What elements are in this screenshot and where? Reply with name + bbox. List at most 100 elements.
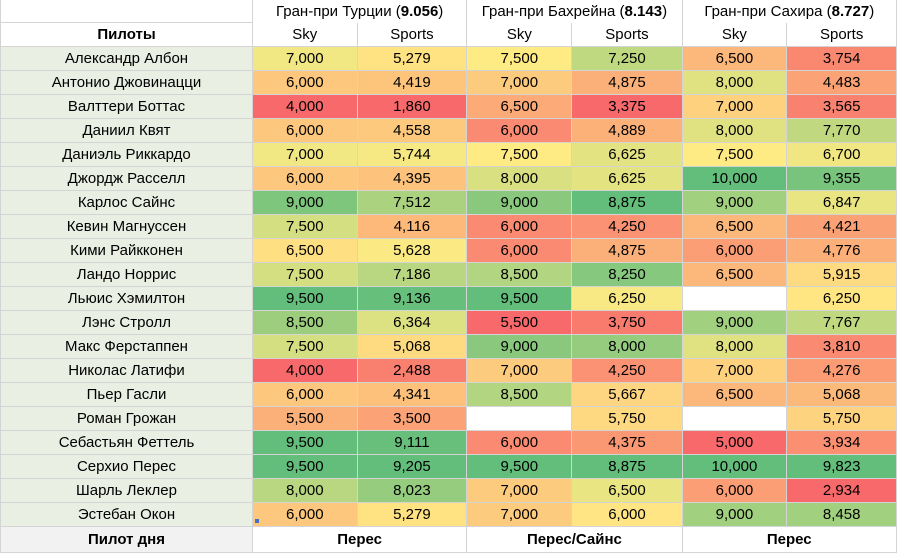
sports-rating-cell[interactable]: 4,875 bbox=[571, 70, 683, 95]
sports-rating-cell[interactable]: 3,500 bbox=[356, 406, 468, 431]
sky-rating-cell[interactable]: 9,000 bbox=[466, 190, 573, 215]
sports-rating-cell[interactable]: 3,750 bbox=[571, 310, 683, 335]
sky-rating-cell[interactable] bbox=[681, 286, 788, 311]
pilot-name-cell[interactable]: Роман Грожан bbox=[0, 406, 253, 431]
sports-rating-cell[interactable]: 6,625 bbox=[571, 166, 683, 191]
sky-rating-cell[interactable]: 7,000 bbox=[252, 46, 358, 71]
sky-rating-cell[interactable]: 7,500 bbox=[252, 262, 358, 287]
pilot-name-cell[interactable]: Джордж Расселл bbox=[0, 166, 253, 191]
sports-rating-cell[interactable]: 4,889 bbox=[571, 118, 683, 143]
sports-rating-cell[interactable]: 5,068 bbox=[356, 334, 468, 359]
pilot-name-cell[interactable]: Шарль Леклер bbox=[0, 478, 253, 503]
driver-of-day-bahrain[interactable]: Перес/Сайнс bbox=[466, 526, 683, 553]
sky-rating-cell[interactable]: 9,000 bbox=[681, 502, 788, 527]
sky-rating-cell[interactable]: 6,500 bbox=[252, 238, 358, 263]
sports-rating-cell[interactable]: 9,823 bbox=[786, 454, 897, 479]
sky-rating-cell[interactable]: 8,000 bbox=[466, 166, 573, 191]
pilot-name-cell[interactable]: Кевин Магнуссен bbox=[0, 214, 253, 239]
sky-rating-cell[interactable]: 9,000 bbox=[466, 334, 573, 359]
race-header-turkey[interactable]: Гран-при Турции (9.056) bbox=[251, 0, 468, 23]
pilot-name-cell[interactable]: Александр Албон bbox=[0, 46, 253, 71]
sky-rating-cell[interactable]: 7,500 bbox=[466, 46, 573, 71]
sports-rating-cell[interactable]: 9,205 bbox=[356, 454, 468, 479]
sports-rating-cell[interactable]: 8,875 bbox=[571, 454, 683, 479]
pilot-name-cell[interactable]: Антонио Джовинацци bbox=[0, 70, 253, 95]
sports-rating-cell[interactable]: 4,421 bbox=[786, 214, 897, 239]
sky-rating-cell[interactable]: 6,500 bbox=[681, 214, 788, 239]
pilot-name-cell[interactable]: Ландо Норрис bbox=[0, 262, 253, 287]
sky-rating-cell[interactable]: 6,000 bbox=[681, 478, 788, 503]
sky-rating-cell[interactable]: 6,000 bbox=[252, 166, 358, 191]
sports-header[interactable]: Sports bbox=[786, 22, 897, 47]
sky-rating-cell[interactable]: 10,000 bbox=[681, 454, 788, 479]
sports-rating-cell[interactable]: 5,750 bbox=[786, 406, 897, 431]
sports-rating-cell[interactable]: 2,934 bbox=[786, 478, 897, 503]
sports-rating-cell[interactable]: 8,023 bbox=[356, 478, 468, 503]
race-header-bahrain[interactable]: Гран-при Бахрейна (8.143) bbox=[466, 0, 683, 23]
sky-rating-cell[interactable]: 5,000 bbox=[681, 430, 788, 455]
sports-rating-cell[interactable]: 3,754 bbox=[786, 46, 897, 71]
sports-rating-cell[interactable]: 8,250 bbox=[571, 262, 683, 287]
sky-rating-cell[interactable]: 8,000 bbox=[681, 118, 788, 143]
pilot-name-cell[interactable]: Льюис Хэмилтон bbox=[0, 286, 253, 311]
sky-rating-cell[interactable]: 6,000 bbox=[681, 238, 788, 263]
sky-rating-cell[interactable]: 8,500 bbox=[466, 262, 573, 287]
sky-rating-cell[interactable]: 9,500 bbox=[252, 454, 358, 479]
sports-rating-cell[interactable]: 4,483 bbox=[786, 70, 897, 95]
sports-rating-cell[interactable]: 7,250 bbox=[571, 46, 683, 71]
sports-rating-cell[interactable]: 3,810 bbox=[786, 334, 897, 359]
sports-rating-cell[interactable]: 6,700 bbox=[786, 142, 897, 167]
sky-rating-cell[interactable] bbox=[466, 406, 573, 431]
sky-rating-cell[interactable]: 6,500 bbox=[681, 46, 788, 71]
sports-rating-cell[interactable]: 6,000 bbox=[571, 502, 683, 527]
sports-rating-cell[interactable]: 4,419 bbox=[356, 70, 468, 95]
sky-rating-cell[interactable]: 9,500 bbox=[252, 430, 358, 455]
sky-rating-cell[interactable]: 9,000 bbox=[252, 190, 358, 215]
sky-rating-cell[interactable]: 9,500 bbox=[252, 286, 358, 311]
sky-rating-cell[interactable]: 4,000 bbox=[252, 94, 358, 119]
sports-rating-cell[interactable]: 4,776 bbox=[786, 238, 897, 263]
pilot-name-cell[interactable]: Валттери Боттас bbox=[0, 94, 253, 119]
sky-rating-cell[interactable]: 5,500 bbox=[466, 310, 573, 335]
sports-rating-cell[interactable]: 4,558 bbox=[356, 118, 468, 143]
sports-rating-cell[interactable]: 5,915 bbox=[786, 262, 897, 287]
pilot-name-cell[interactable]: Пьер Гасли bbox=[0, 382, 253, 407]
sports-rating-cell[interactable]: 6,847 bbox=[786, 190, 897, 215]
sports-rating-cell[interactable]: 3,375 bbox=[571, 94, 683, 119]
sky-rating-cell[interactable]: 9,000 bbox=[681, 190, 788, 215]
sports-rating-cell[interactable]: 2,488 bbox=[356, 358, 468, 383]
pilot-name-cell[interactable]: Себастьян Феттель bbox=[0, 430, 253, 455]
sports-rating-cell[interactable]: 9,355 bbox=[786, 166, 897, 191]
sky-rating-cell[interactable]: 6,000 bbox=[466, 118, 573, 143]
sports-rating-cell[interactable]: 7,767 bbox=[786, 310, 897, 335]
sky-rating-cell[interactable]: 4,000 bbox=[252, 358, 358, 383]
sky-rating-cell[interactable]: 7,500 bbox=[252, 334, 358, 359]
sports-rating-cell[interactable]: 8,000 bbox=[571, 334, 683, 359]
sports-rating-cell[interactable]: 5,279 bbox=[356, 46, 468, 71]
driver-of-day-label[interactable]: Пилот дня bbox=[0, 526, 253, 553]
sports-rating-cell[interactable]: 5,750 bbox=[571, 406, 683, 431]
sky-rating-cell[interactable]: 7,000 bbox=[681, 358, 788, 383]
sky-header[interactable]: Sky bbox=[466, 22, 573, 47]
sky-rating-cell[interactable]: 6,500 bbox=[466, 94, 573, 119]
sky-rating-cell[interactable]: 6,000 bbox=[252, 118, 358, 143]
driver-of-day-sakhir[interactable]: Перес bbox=[681, 526, 897, 553]
sky-rating-cell[interactable]: 7,000 bbox=[466, 358, 573, 383]
pilots-header[interactable]: Пилоты bbox=[0, 22, 253, 47]
sports-rating-cell[interactable]: 4,276 bbox=[786, 358, 897, 383]
race-header-sakhir[interactable]: Гран-при Сахира (8.727) bbox=[681, 0, 897, 23]
sports-rating-cell[interactable]: 8,875 bbox=[571, 190, 683, 215]
sports-rating-cell[interactable]: 5,068 bbox=[786, 382, 897, 407]
sky-rating-cell[interactable]: 7,500 bbox=[252, 214, 358, 239]
sports-rating-cell[interactable]: 7,186 bbox=[356, 262, 468, 287]
sky-rating-cell[interactable]: 5,500 bbox=[252, 406, 358, 431]
sky-rating-cell[interactable]: 6,000 bbox=[466, 214, 573, 239]
sky-rating-cell[interactable]: 7,000 bbox=[466, 70, 573, 95]
pilot-name-cell[interactable]: Макс Ферстаппен bbox=[0, 334, 253, 359]
sports-rating-cell[interactable]: 6,250 bbox=[786, 286, 897, 311]
sports-rating-cell[interactable]: 3,565 bbox=[786, 94, 897, 119]
sports-rating-cell[interactable]: 4,250 bbox=[571, 358, 683, 383]
driver-of-day-turkey[interactable]: Перес bbox=[251, 526, 468, 553]
sports-header[interactable]: Sports bbox=[571, 22, 683, 47]
sky-rating-cell[interactable]: 9,000 bbox=[681, 310, 788, 335]
